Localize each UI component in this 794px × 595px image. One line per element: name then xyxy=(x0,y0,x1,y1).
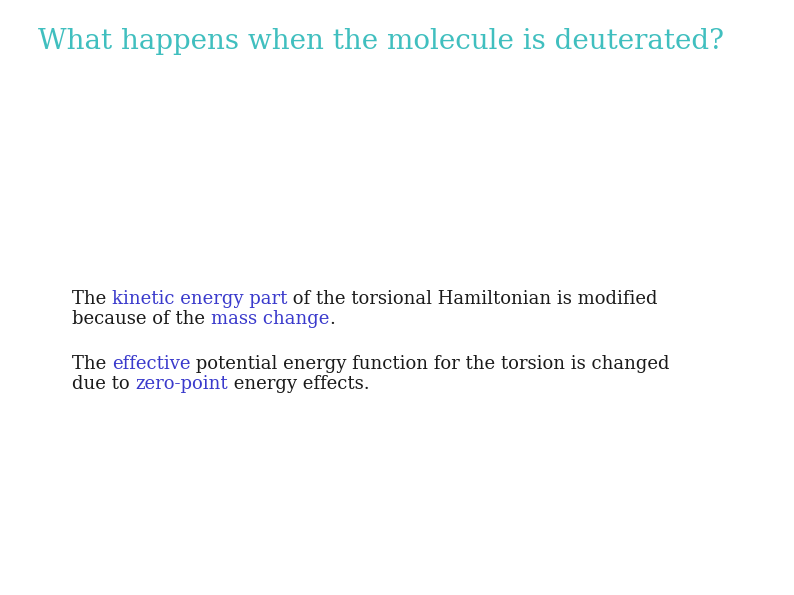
Text: The: The xyxy=(72,355,112,373)
Text: effective: effective xyxy=(112,355,191,373)
Text: What happens when the molecule is deuterated?: What happens when the molecule is deuter… xyxy=(38,28,724,55)
Text: because of the: because of the xyxy=(72,310,210,328)
Text: zero-point: zero-point xyxy=(135,375,228,393)
Text: The: The xyxy=(72,290,112,308)
Text: of the torsional Hamiltonian is modified: of the torsional Hamiltonian is modified xyxy=(287,290,658,308)
Text: kinetic energy part: kinetic energy part xyxy=(112,290,287,308)
Text: due to: due to xyxy=(72,375,135,393)
Text: energy effects.: energy effects. xyxy=(228,375,370,393)
Text: .: . xyxy=(330,310,335,328)
Text: potential energy function for the torsion is changed: potential energy function for the torsio… xyxy=(191,355,670,373)
Text: mass change: mass change xyxy=(210,310,330,328)
